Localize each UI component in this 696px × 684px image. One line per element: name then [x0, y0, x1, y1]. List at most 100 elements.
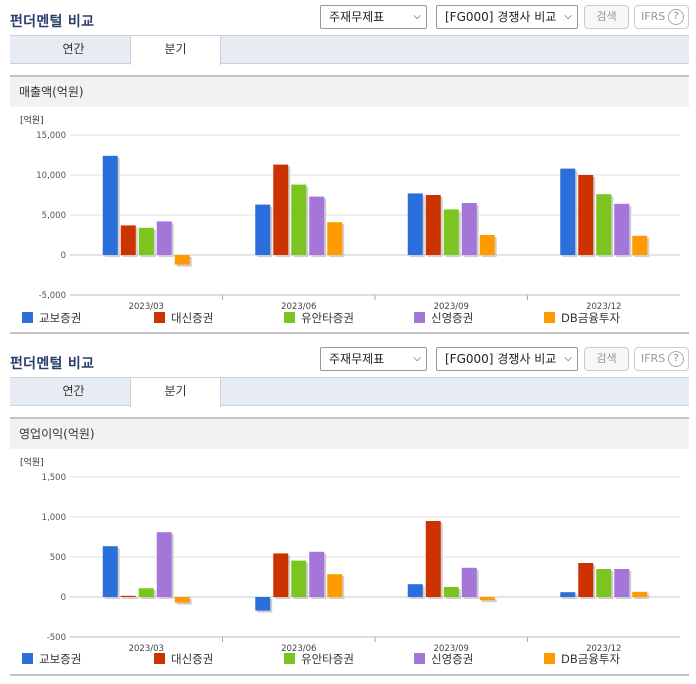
- divider: [10, 674, 689, 676]
- legend-swatch: [414, 653, 425, 664]
- y-tick-label: -5,000: [39, 291, 66, 301]
- tab-quarterly[interactable]: 분기: [130, 36, 221, 65]
- bar: [174, 597, 190, 603]
- chart-title: 매출액(억원): [10, 77, 689, 107]
- bar: [407, 584, 423, 597]
- period-tabs: 연간 분기: [10, 377, 689, 407]
- bar: [479, 235, 495, 255]
- bar: [461, 567, 477, 597]
- bar: [443, 209, 459, 255]
- legend-item[interactable]: 유안타증권: [284, 651, 354, 667]
- ifrs-button[interactable]: IFRS?: [634, 347, 689, 371]
- legend-label: 교보증권: [39, 311, 82, 325]
- statement-select[interactable]: 주재무제표 ⌵: [320, 5, 427, 29]
- period-tabs: 연간 분기: [10, 35, 689, 65]
- bar: [578, 175, 594, 255]
- legend-label: 신영증권: [431, 311, 474, 325]
- bar: [614, 569, 630, 597]
- statement-select[interactable]: 주재무제표 ⌵: [320, 347, 427, 371]
- bar: [273, 553, 289, 597]
- bar: [596, 569, 612, 597]
- x-tick-label: 2023/06: [281, 644, 316, 654]
- bar: [291, 560, 307, 597]
- search-button[interactable]: 검색: [584, 5, 629, 29]
- bar: [291, 184, 307, 255]
- bar: [309, 551, 325, 597]
- tab-annual[interactable]: 연간: [62, 384, 85, 398]
- bar: [102, 546, 118, 597]
- legend-item[interactable]: 신영증권: [414, 310, 473, 326]
- bar: [461, 203, 477, 255]
- bar: [174, 255, 190, 265]
- bar: [632, 235, 648, 255]
- bar: [425, 521, 441, 597]
- unit-label: [억원]: [20, 456, 44, 468]
- chart-title: 영업이익(억원): [10, 419, 689, 449]
- compare-select[interactable]: [FG000] 경쟁사 비교 ⌵: [436, 347, 578, 371]
- legend-item[interactable]: 교보증권: [22, 651, 81, 667]
- chevron-down-icon: ⌵: [413, 11, 421, 22]
- x-tick-label: 2023/09: [434, 302, 469, 312]
- search-button[interactable]: 검색: [584, 347, 629, 371]
- bar: [479, 597, 495, 601]
- bar: [407, 193, 423, 255]
- bar: [255, 597, 271, 611]
- bar-shadow: [481, 599, 497, 603]
- fundamental-section-1: 펀더멘털 비교 주재무제표 ⌵ [FG000] 경쟁사 비교 ⌵ 검색 IFRS? …: [10, 5, 689, 334]
- bar: [578, 563, 594, 597]
- bar: [425, 195, 441, 255]
- legend-swatch: [154, 653, 165, 664]
- y-tick-label: 15,000: [36, 131, 66, 141]
- bar: [560, 592, 576, 597]
- bar: [273, 164, 289, 255]
- legend-item[interactable]: DB금융투자: [544, 310, 620, 326]
- bar: [596, 194, 612, 255]
- bar: [138, 227, 154, 255]
- bar: [255, 204, 271, 255]
- legend-swatch: [22, 312, 33, 323]
- legend-item[interactable]: 신영증권: [414, 651, 473, 667]
- legend-label: 유안타증권: [301, 311, 354, 325]
- chevron-down-icon: ⌵: [564, 353, 572, 364]
- legend-label: DB금융투자: [561, 652, 621, 666]
- operating-profit-chart: [억원] 1,500 1,000 500 0 -500 2023/03 2023/06 2023…: [20, 456, 680, 654]
- help-icon[interactable]: ?: [668, 9, 684, 25]
- bar: [614, 203, 630, 255]
- bar: [120, 595, 136, 597]
- y-tick-label: 1,000: [42, 513, 66, 523]
- help-icon[interactable]: ?: [668, 351, 684, 367]
- legend-item[interactable]: 대신증권: [154, 310, 213, 326]
- fundamental-section-2: 펀더멘털 비교 주재무제표 ⌵ [FG000] 경쟁사 비교 ⌵ 검색 IFRS? …: [0, 342, 696, 684]
- ifrs-button[interactable]: IFRS?: [634, 5, 689, 29]
- revenue-chart: [억원] 15,000 10,000 5,000 0 -5,000 2023/03 2023/…: [20, 114, 680, 312]
- legend-swatch: [284, 653, 295, 664]
- x-tick-label: 2023/03: [129, 644, 164, 654]
- bar: [632, 591, 648, 597]
- legend-label: 유안타증권: [301, 652, 354, 666]
- y-tick-label: 0: [61, 251, 66, 261]
- legend-swatch: [284, 312, 295, 323]
- chart-box: 매출액(억원) [억원] 15,000 10,000 5,000 0 -5,000 2023…: [10, 75, 689, 312]
- legend-item[interactable]: 교보증권: [22, 310, 81, 326]
- compare-select[interactable]: [FG000] 경쟁사 비교 ⌵: [436, 5, 578, 29]
- y-tick-label: 500: [50, 553, 66, 563]
- bar: [443, 587, 459, 597]
- chevron-down-icon: ⌵: [413, 353, 421, 364]
- bar: [327, 574, 343, 597]
- y-tick-label: 0: [61, 593, 66, 603]
- y-tick-label: 5,000: [42, 211, 66, 221]
- chart-legend: 교보증권 대신증권 유안타증권 신영증권 DB금융투자: [22, 310, 672, 326]
- tab-annual[interactable]: 연간: [62, 42, 85, 56]
- legend-label: DB금융투자: [561, 311, 621, 325]
- x-tick-label: 2023/06: [281, 302, 316, 312]
- legend-item[interactable]: 유안타증권: [284, 310, 354, 326]
- x-tick-label: 2023/03: [129, 302, 164, 312]
- legend-item[interactable]: DB금융투자: [544, 651, 620, 667]
- section-title: 펀더멘털 비교: [10, 356, 95, 372]
- chevron-down-icon: ⌵: [564, 11, 572, 22]
- legend-item[interactable]: 대신증권: [154, 651, 213, 667]
- tab-quarterly[interactable]: 분기: [130, 378, 221, 407]
- x-tick-label: 2023/12: [586, 644, 621, 654]
- legend-label: 교보증권: [39, 652, 82, 666]
- bar: [102, 155, 118, 255]
